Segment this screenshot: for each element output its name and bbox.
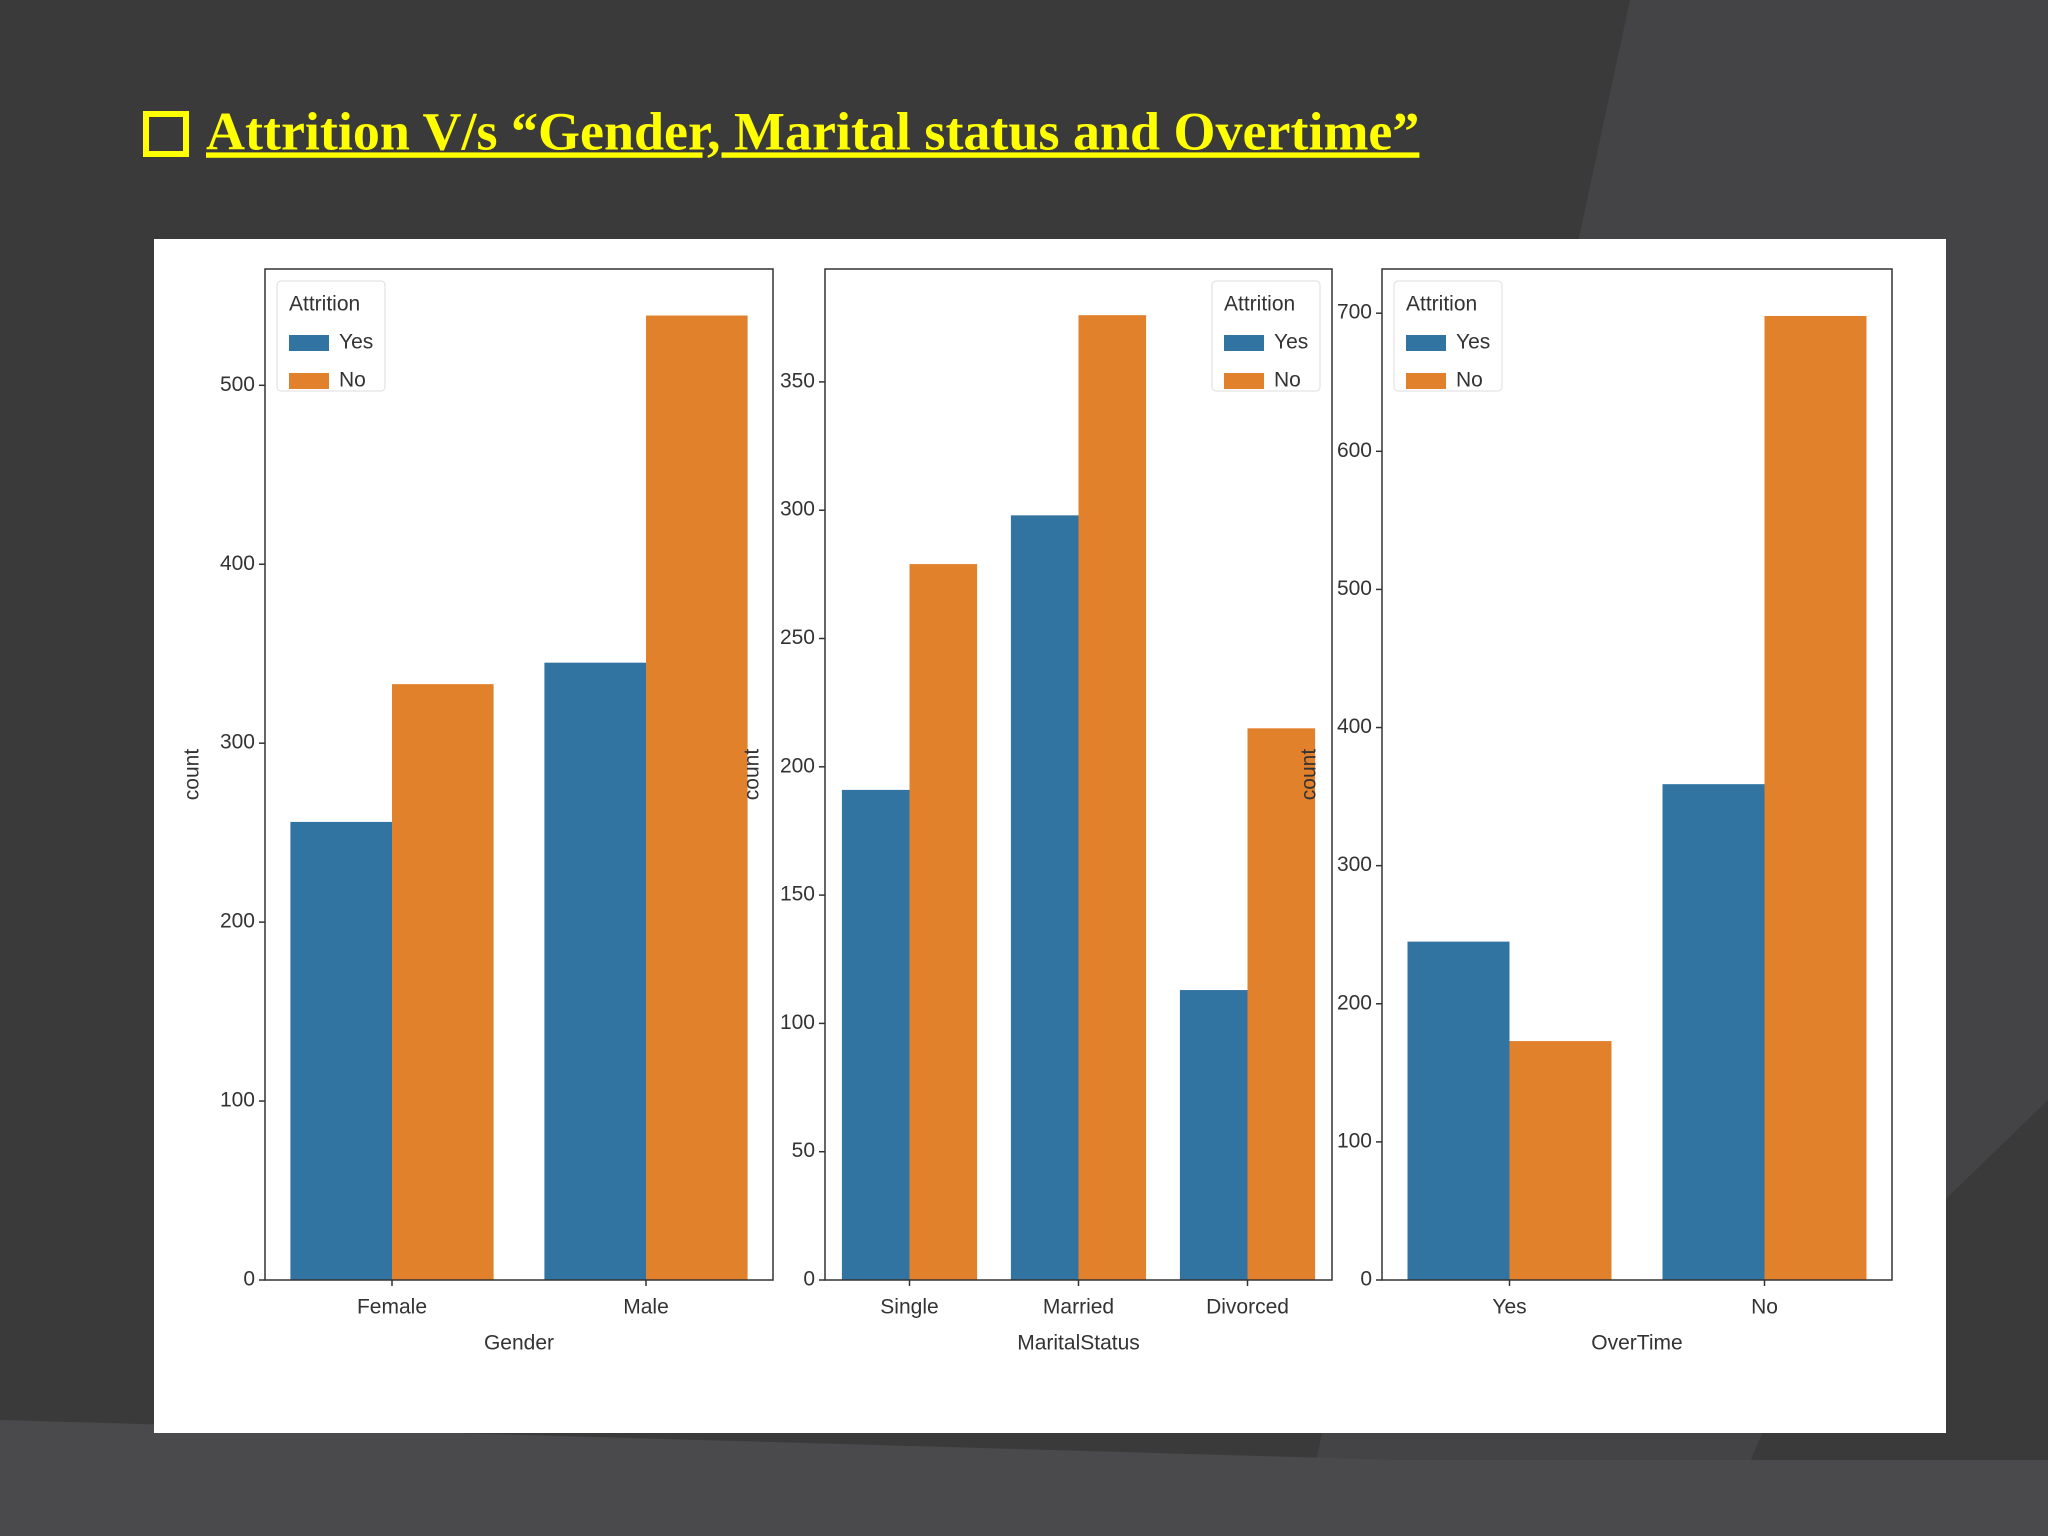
bar — [1179, 990, 1248, 1280]
y-tick-label: 0 — [1360, 1268, 1372, 1291]
legend-label: Yes — [1274, 331, 1308, 354]
x-tick-label: Single — [880, 1296, 938, 1319]
legend-swatch — [1224, 373, 1264, 389]
y-tick-label: 150 — [780, 883, 815, 906]
legend-title: Attrition — [1224, 293, 1295, 316]
y-tick-label: 300 — [220, 731, 255, 754]
bar — [1078, 315, 1147, 1280]
x-tick-label: Male — [623, 1296, 669, 1319]
bar — [841, 789, 910, 1280]
legend-box — [1211, 280, 1321, 392]
bar — [909, 564, 978, 1280]
legend-label: No — [339, 369, 366, 392]
legend-label: No — [1274, 369, 1301, 392]
x-tick-label: Female — [357, 1296, 427, 1319]
legend-label: No — [1456, 369, 1483, 392]
y-tick-label: 400 — [1337, 715, 1372, 738]
legend-label: Yes — [339, 331, 373, 354]
bar — [1407, 941, 1510, 1280]
legend-swatch — [1224, 335, 1264, 351]
y-tick-label: 500 — [220, 373, 255, 396]
bar — [544, 662, 646, 1280]
legend-box — [276, 280, 386, 392]
bullet-box — [143, 111, 189, 157]
y-tick-label: 700 — [1337, 301, 1372, 324]
y-tick-label: 250 — [780, 626, 815, 649]
y-tick-label: 600 — [1337, 439, 1372, 462]
y-tick-label: 300 — [1337, 853, 1372, 876]
y-axis-label: count — [741, 749, 764, 801]
y-tick-label: 50 — [792, 1139, 815, 1162]
y-tick-label: 200 — [780, 754, 815, 777]
axes-frame — [1381, 268, 1893, 1281]
legend-label: Yes — [1456, 331, 1490, 354]
x-tick-label: Yes — [1492, 1296, 1526, 1319]
y-axis-label: count — [1298, 749, 1321, 801]
background-shape — [0, 1420, 2048, 1536]
y-tick-label: 400 — [220, 552, 255, 575]
y-tick-label: 300 — [780, 498, 815, 521]
y-tick-label: 100 — [1337, 1129, 1372, 1152]
axes-frame — [824, 268, 1333, 1281]
x-tick-label: Divorced — [1206, 1296, 1289, 1319]
bar — [1764, 315, 1867, 1281]
x-axis-label: OverTime — [1591, 1332, 1682, 1355]
bar — [290, 821, 392, 1280]
legend-swatch — [1406, 373, 1446, 389]
bar — [392, 684, 494, 1280]
bar — [646, 315, 748, 1280]
legend-swatch — [1406, 335, 1446, 351]
x-axis-label: Gender — [484, 1332, 554, 1355]
y-tick-label: 0 — [243, 1268, 255, 1291]
legend-swatch — [289, 373, 329, 389]
legend-box — [1393, 280, 1503, 392]
bar — [1662, 784, 1765, 1280]
y-tick-label: 200 — [220, 910, 255, 933]
legend-swatch — [289, 335, 329, 351]
axes-frame — [264, 268, 774, 1281]
y-tick-label: 100 — [780, 1011, 815, 1034]
y-tick-label: 350 — [780, 369, 815, 392]
y-tick-label: 500 — [1337, 577, 1372, 600]
legend-title: Attrition — [1406, 293, 1477, 316]
x-tick-label: Married — [1043, 1296, 1114, 1319]
y-axis-label: count — [181, 749, 204, 801]
bar — [1509, 1041, 1612, 1280]
x-tick-label: No — [1751, 1296, 1778, 1319]
bar — [1010, 515, 1079, 1280]
slide-title: Attrition V/s “Gender, Marital status an… — [206, 101, 1419, 161]
x-axis-label: MaritalStatus — [1017, 1332, 1140, 1355]
y-tick-label: 200 — [1337, 991, 1372, 1014]
bar — [1247, 728, 1316, 1280]
legend-title: Attrition — [289, 293, 360, 316]
y-tick-label: 100 — [220, 1089, 255, 1112]
y-tick-label: 0 — [803, 1268, 815, 1291]
